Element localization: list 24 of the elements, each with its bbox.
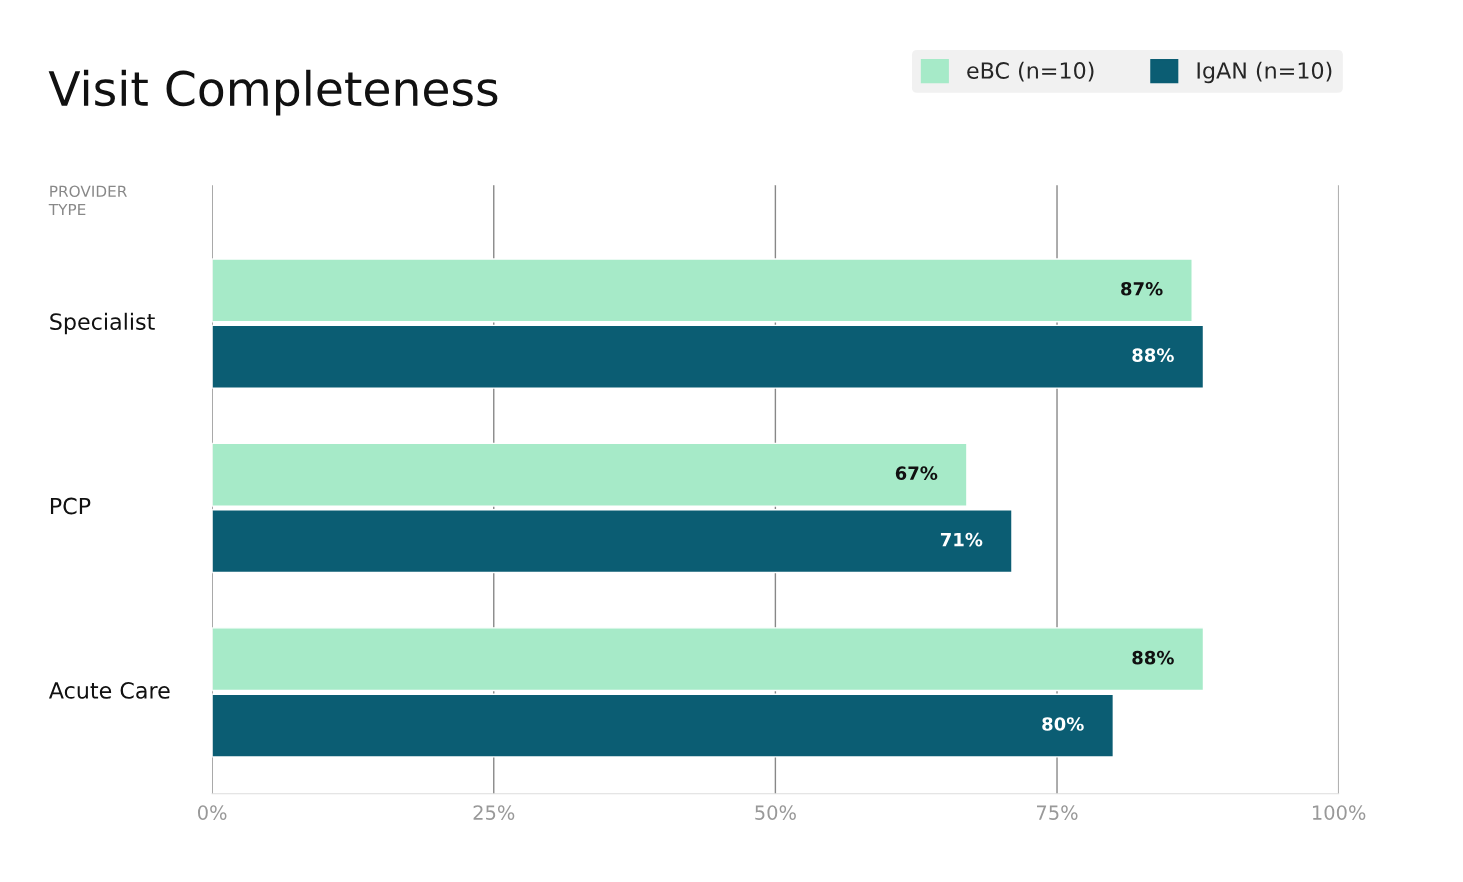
y-tick-label: PCP — [50, 497, 91, 515]
data-label: 88% — [1132, 348, 1174, 362]
x-tick-label: 100% — [1312, 805, 1366, 820]
data-label: 88% — [1132, 650, 1174, 665]
x-tick-label: 75% — [1037, 805, 1078, 820]
bar — [212, 258, 1193, 323]
x-tick-label: 50% — [755, 805, 796, 820]
x-tick-label: 0% — [197, 805, 227, 820]
x-tick-label: 25% — [473, 805, 515, 820]
bar — [212, 324, 1205, 389]
data-label: 80% — [1042, 717, 1084, 731]
data-label: 71% — [940, 532, 983, 547]
y-tick-label: Specialist — [50, 312, 155, 335]
bar — [212, 442, 968, 507]
y-axis-title: PROVIDER TYPE — [48, 185, 127, 216]
y-tick-label: Acute Care — [48, 682, 170, 699]
data-label: 67% — [895, 466, 938, 480]
legend-label: IgAN (n=10) — [1197, 61, 1332, 84]
bar — [212, 509, 1013, 574]
bar — [212, 693, 1115, 758]
legend-label: eBC (n=10) — [967, 61, 1094, 82]
chart-title: Visit Completeness — [48, 69, 498, 116]
bar — [212, 627, 1205, 692]
data-label: 87% — [1121, 281, 1163, 296]
